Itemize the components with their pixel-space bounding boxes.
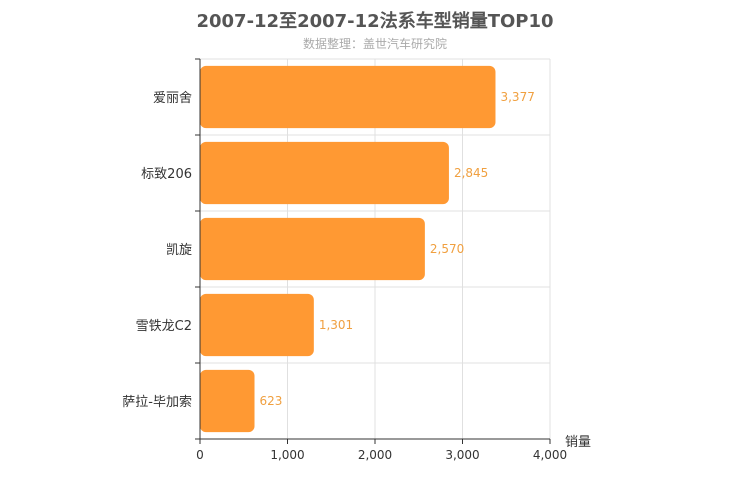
category-label: 凯旋 xyxy=(166,243,192,258)
chart-title: 2007-12至2007-12法系车型销量TOP10 xyxy=(196,11,554,32)
bar xyxy=(200,141,449,205)
category-label: 雪铁龙C2 xyxy=(136,319,192,334)
bar-value-label: 2,845 xyxy=(454,166,488,180)
bar xyxy=(200,369,255,433)
x-tick-label: 1,000 xyxy=(270,448,304,462)
bar xyxy=(200,293,314,357)
category-label: 萨拉-毕加索 xyxy=(122,395,192,410)
bar xyxy=(200,65,496,129)
bar-value-label: 623 xyxy=(260,394,283,408)
category-label: 标致206 xyxy=(141,167,192,182)
bar-value-label: 1,301 xyxy=(319,318,353,332)
bar xyxy=(200,217,425,281)
labels: 3,377 2,845 2,570 1,301 623 0 1,000 2,000 3,000 4… xyxy=(122,90,591,462)
x-tick-label: 4,000 xyxy=(533,448,567,462)
category-label: 爱丽舍 xyxy=(153,91,192,106)
x-tick-label: 3,000 xyxy=(445,448,479,462)
bars xyxy=(200,65,496,433)
chart-subtitle: 数据整理：盖世汽车研究院 xyxy=(302,37,447,51)
bar-value-label: 2,570 xyxy=(430,242,464,256)
x-tick-label: 2,000 xyxy=(358,448,392,462)
bar-value-label: 3,377 xyxy=(500,90,534,104)
x-tick-label: 0 xyxy=(196,448,204,462)
axes xyxy=(195,58,551,444)
x-axis-name: 销量 xyxy=(565,435,591,450)
